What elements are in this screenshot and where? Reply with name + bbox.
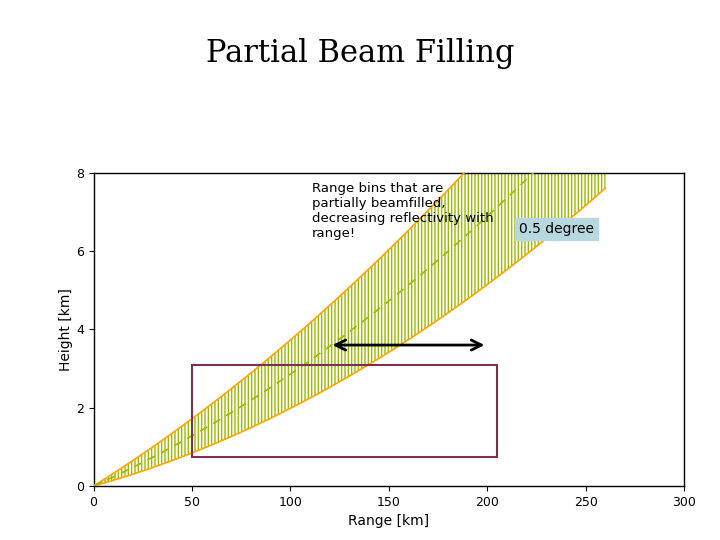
Text: Partial Beam Filling: Partial Beam Filling bbox=[206, 38, 514, 69]
Text: Range bins that are
partially beamfilled,
decreasing reflectivity with
range!: Range bins that are partially beamfilled… bbox=[312, 182, 494, 240]
Text: 0.5 degree: 0.5 degree bbox=[518, 222, 594, 236]
Y-axis label: Height [km]: Height [km] bbox=[59, 288, 73, 371]
X-axis label: Range [km]: Range [km] bbox=[348, 514, 429, 528]
Bar bbox=[192, 364, 497, 457]
